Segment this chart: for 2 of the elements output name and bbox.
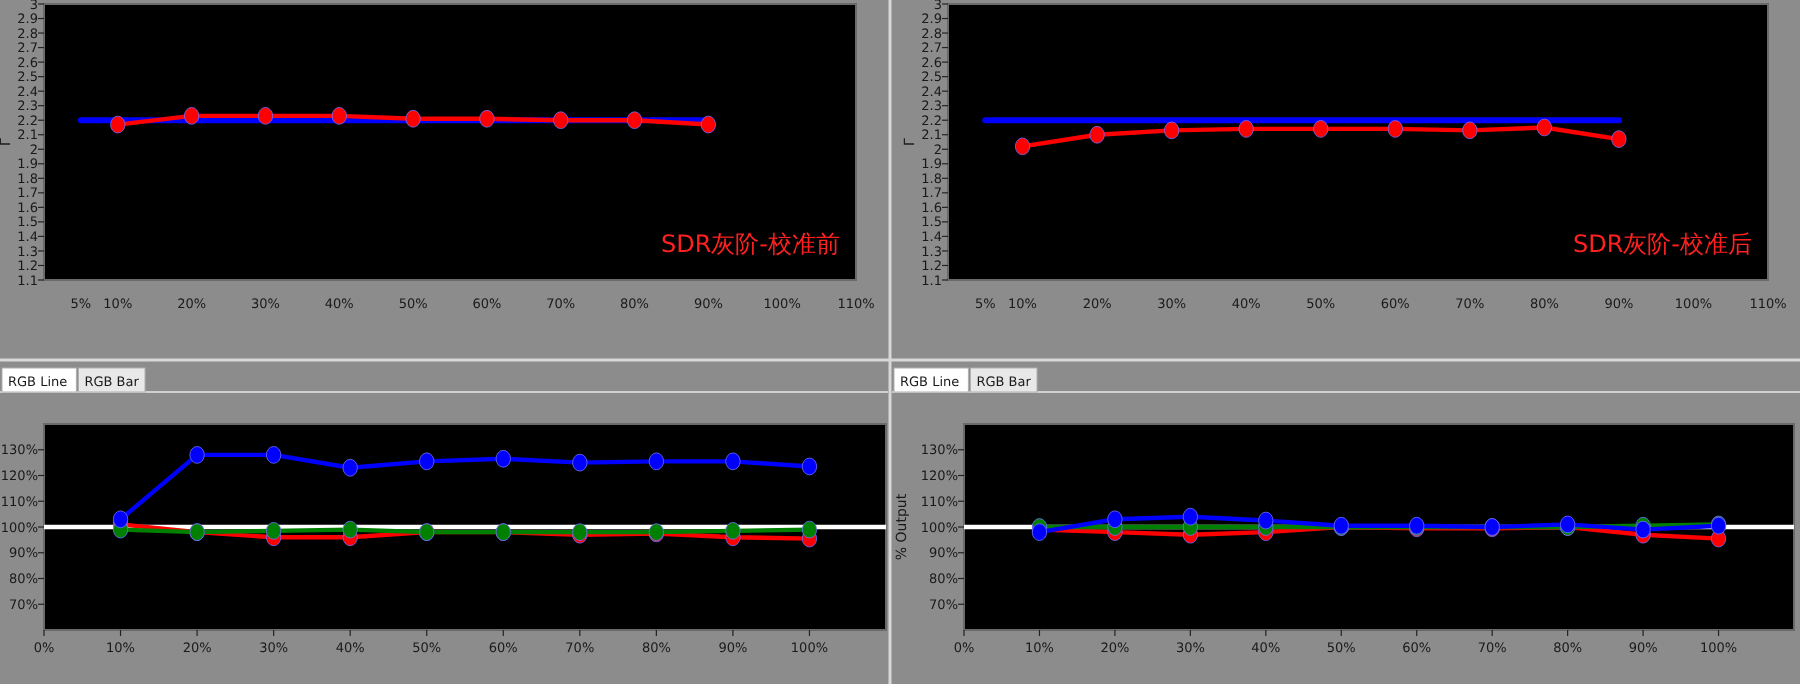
annotation: SDR灰阶-校准后 bbox=[1572, 230, 1752, 258]
annotation: SDR灰阶-校准前 bbox=[660, 230, 840, 258]
